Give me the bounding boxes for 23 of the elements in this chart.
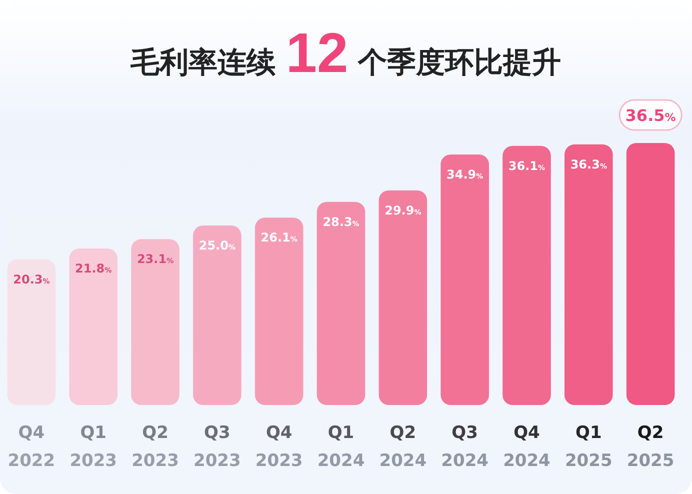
bar [254,218,304,405]
bar [378,190,428,405]
x-tick-label: Q2 2025 [626,423,674,471]
data-label: 36.5% [625,106,676,125]
bar [131,239,180,405]
x-tick-label: Q3 2024 [441,423,489,471]
x-tick-label: Q4 2022 [8,423,56,471]
x-tick-label: Q4 2024 [503,423,551,471]
bar [193,226,242,405]
x-tick-label: Q1 2025 [564,423,612,471]
x-tick-label: Q1 2024 [317,423,365,471]
bar [502,146,551,405]
bar [564,144,613,405]
bar [316,202,366,405]
x-tick-label: Q2 2024 [379,423,427,471]
x-tick-label: Q3 2023 [194,423,241,471]
bar [69,248,118,405]
x-tick-label: Q2 2023 [132,423,179,471]
x-tick-label: Q4 2023 [255,423,303,471]
bar [626,143,675,405]
chart-title: 毛利率连续 12 个季度环比提升 [130,21,562,84]
x-tick-label: Q1 2023 [70,423,118,471]
bar [440,154,489,405]
